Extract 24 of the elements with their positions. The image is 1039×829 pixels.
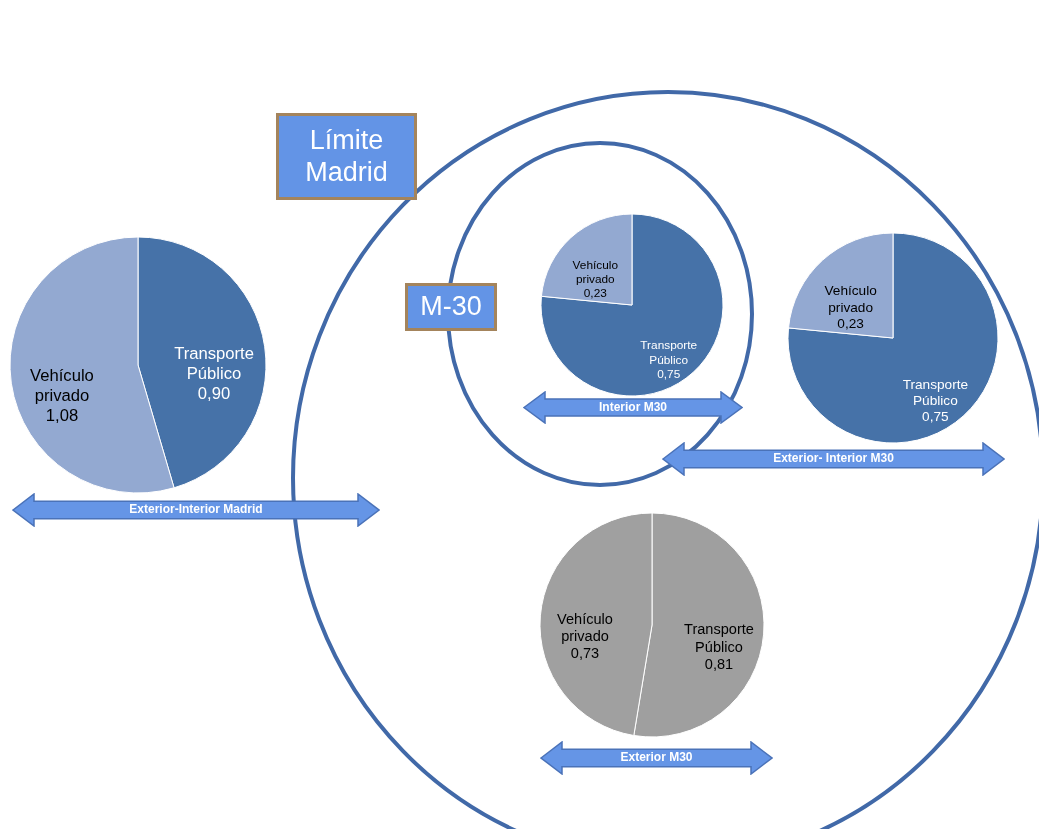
slice-label: Vehículo privado — [30, 365, 94, 405]
pie-slice — [541, 214, 723, 396]
slice-label: Vehículo privado — [557, 610, 613, 644]
slice-label: Transporte Público — [174, 344, 254, 384]
data-label: 0,73 — [570, 645, 600, 662]
text: Interior M30 — [598, 399, 668, 414]
data-label: 0,23 — [583, 285, 608, 300]
slice-label: Vehículo privado — [824, 283, 878, 315]
slice-label: Transporte Público — [684, 621, 754, 655]
text: Exterior-Interior Madrid — [128, 502, 264, 516]
data-label: 1,08 — [45, 405, 79, 425]
label-box: Límite Madrid — [276, 113, 417, 200]
text: Exterior- Interior M30 — [772, 451, 895, 465]
pie-slice — [788, 233, 998, 443]
text: Exterior M30 — [619, 750, 694, 764]
slice-label: Transporte Público — [902, 376, 969, 409]
data-label: 0,81 — [704, 656, 734, 673]
data-label: 0,90 — [197, 384, 231, 404]
data-label: 0,75 — [657, 366, 681, 381]
label-box: M-30 — [405, 283, 497, 331]
slice-label: Transporte Público — [640, 338, 698, 367]
data-label: 0,23 — [837, 316, 864, 332]
data-label: 0,75 — [922, 409, 950, 425]
slice-label: Vehículo privado — [572, 257, 619, 286]
